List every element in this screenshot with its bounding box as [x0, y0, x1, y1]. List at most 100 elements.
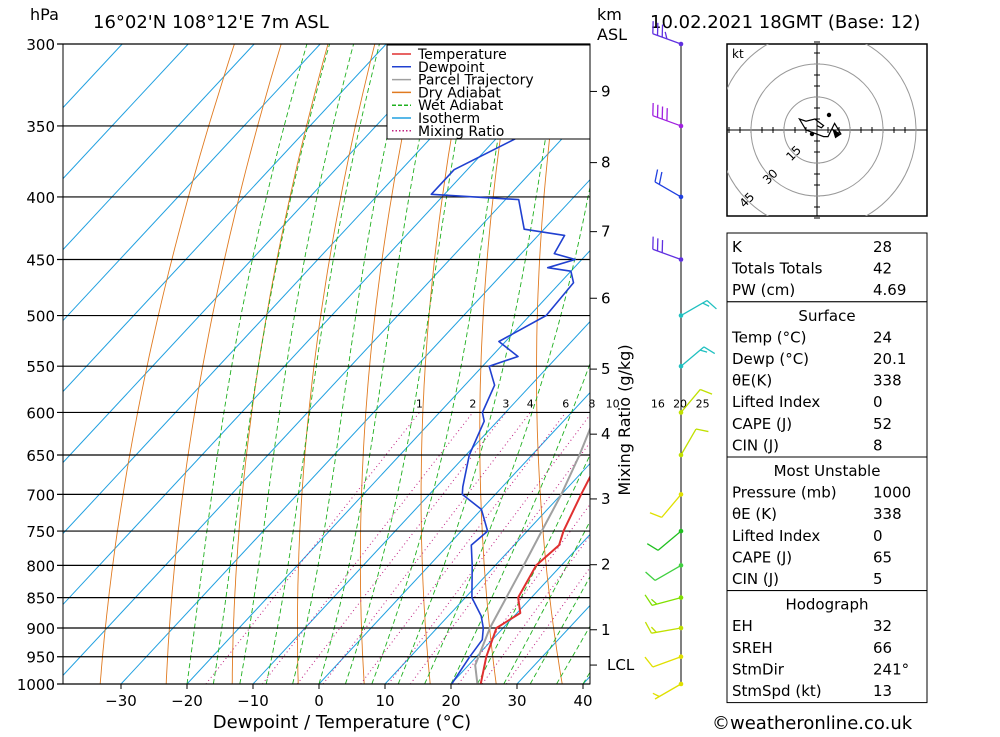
km-tick-label: 2	[601, 556, 611, 574]
wind-barb-staff	[658, 531, 681, 550]
wind-barb	[679, 301, 717, 318]
mixing-ratio-axis-title: Mixing Ratio (g/kg)	[615, 344, 634, 495]
temperature-tick-label: 0	[314, 692, 324, 710]
wet-adiabat-line	[425, 44, 615, 684]
index-value: 32	[873, 617, 892, 635]
index-value: 241°	[873, 660, 909, 678]
temperature-tick-label: 20	[441, 692, 460, 710]
wind-barb	[645, 654, 683, 667]
isotherm-line	[0, 44, 386, 684]
mixing-ratio-label: 6	[562, 397, 569, 410]
wind-barb-feather	[704, 347, 715, 354]
hodograph-unit: kt	[732, 47, 744, 61]
pressure-tick-label: 350	[26, 118, 55, 136]
pressure-tick-label: 300	[26, 36, 55, 54]
x-axis-title: Dewpoint / Temperature (°C)	[213, 712, 471, 733]
wind-barb	[653, 237, 683, 262]
pressure-tick-labels: 3003504004505005506006507007508008509009…	[17, 36, 55, 694]
index-label: Dewp (°C)	[732, 350, 809, 368]
mixing-ratio-label: 8	[588, 397, 595, 410]
km-tick-label: 8	[601, 154, 611, 172]
index-value: 66	[873, 639, 892, 657]
index-value: 338	[873, 505, 902, 523]
wind-barb-feather	[651, 627, 656, 632]
wind-barb	[679, 429, 709, 457]
pressure-tick-label: 650	[26, 447, 55, 465]
index-label: Lifted Index	[732, 527, 820, 545]
km-tick-label: 7	[601, 223, 611, 241]
index-value: 0	[873, 527, 883, 545]
index-label: Lifted Index	[732, 393, 820, 411]
index-label: K	[732, 238, 743, 256]
pressure-tick-label: 850	[26, 590, 55, 608]
wind-barb	[645, 595, 683, 606]
wet-adiabat-line	[293, 44, 408, 684]
index-value: 52	[873, 415, 892, 433]
pressure-tick-label: 800	[26, 557, 55, 575]
index-value: 42	[873, 260, 892, 278]
dry-adiabat-line	[983, 44, 1000, 684]
lcl-label: LCL	[607, 656, 635, 674]
wind-barb-feather	[645, 622, 651, 633]
index-value: 4.69	[873, 281, 906, 299]
index-label: StmSpd (kt)	[732, 682, 822, 700]
wind-barb	[646, 563, 684, 580]
pressure-tick-label: 900	[26, 620, 55, 638]
temperature-tick-label: −10	[237, 692, 269, 710]
wind-barb-staff	[681, 429, 696, 455]
mixing-ratio-label: 4	[527, 397, 534, 410]
pressure-tick-label: 450	[26, 252, 55, 270]
index-label: Temp (°C)	[731, 328, 806, 346]
index-value: 13	[873, 682, 892, 700]
wind-barb-feather	[651, 599, 656, 604]
isotherm-line	[0, 44, 452, 684]
index-label: Totals Totals	[731, 260, 823, 278]
index-value: 20.1	[873, 350, 906, 368]
dewpoint-line	[431, 44, 611, 684]
index-value: 8	[873, 436, 883, 454]
wind-barb	[650, 492, 683, 517]
wind-barbs	[645, 21, 716, 699]
wind-barb-feather	[696, 429, 708, 432]
mixing-ratio-line	[506, 413, 702, 685]
wind-barb	[653, 103, 683, 128]
mixing-ratio-line	[262, 413, 472, 685]
pressure-tick-label: 400	[26, 189, 55, 207]
station-location: 16°02'N 108°12'E 7m ASL	[93, 12, 329, 33]
asl-label: ASL	[597, 25, 627, 44]
index-label: EH	[732, 617, 753, 635]
copyright: ©weatheronline.co.uk	[712, 713, 913, 733]
km-tick-label: 4	[601, 425, 611, 443]
pressure-tick-label: 950	[26, 649, 55, 667]
km-label: km	[597, 5, 622, 24]
dry-adiabat-line	[936, 44, 1000, 684]
dry-adiabat-line	[645, 44, 695, 684]
hpa-label: hPa	[30, 5, 59, 24]
wind-barb-feather	[653, 693, 659, 696]
km-tick-label: 5	[601, 360, 611, 378]
wet-adiabat-line	[345, 44, 474, 684]
index-value: 1000	[873, 484, 911, 502]
pressure-tick-label: 700	[26, 486, 55, 504]
index-value: 24	[873, 328, 892, 346]
dry-adiabat-line	[166, 44, 281, 684]
pressure-tick-label: 550	[26, 358, 55, 376]
mixing-ratio-label: 2	[469, 397, 476, 410]
pressure-tick-label: 1000	[17, 676, 55, 694]
index-value: 28	[873, 238, 892, 256]
isobars	[57, 44, 590, 684]
isotherm-line	[187, 44, 782, 684]
wind-barb-feather	[645, 657, 653, 667]
pressure-tick-label: 600	[26, 404, 55, 422]
hodograph-storm-motion-dot	[810, 132, 814, 136]
index-value: 5	[873, 570, 883, 588]
mixing-ratio-line	[361, 413, 566, 685]
temperature-tick-label: 30	[507, 692, 526, 710]
